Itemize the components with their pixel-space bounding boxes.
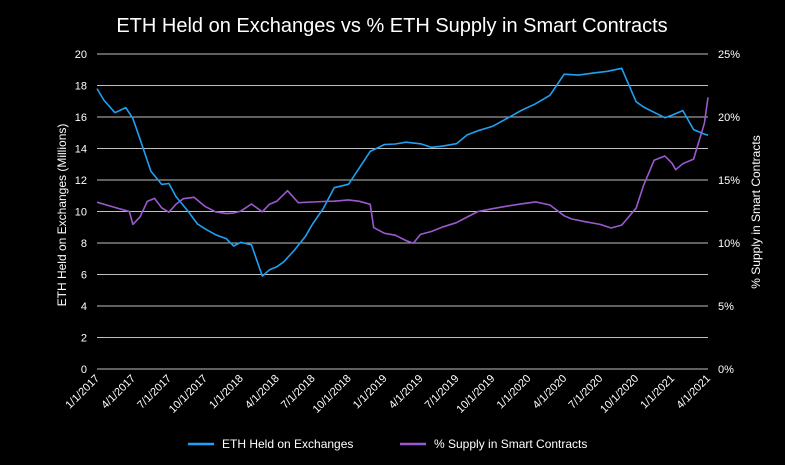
x-tick-label: 4/1/2021 — [674, 373, 713, 412]
right-tick-label: 5% — [718, 301, 734, 313]
left-axis-title: ETH Held on Exchanges (Millions) — [55, 124, 69, 307]
right-tick-label: 10% — [718, 238, 740, 250]
left-tick-label: 12 — [75, 175, 87, 187]
left-tick-label: 0 — [81, 364, 87, 376]
x-tick-label: 10/1/2018 — [311, 373, 354, 416]
x-tick-label: 10/1/2019 — [454, 373, 497, 416]
left-axis-ticks: 0 2 4 6 8 10 12 14 16 18 20 — [75, 49, 87, 376]
gridlines — [97, 53, 708, 370]
left-tick-label: 10 — [75, 207, 87, 219]
left-tick-label: 2 — [81, 333, 87, 345]
x-tick-label: 1/1/2018 — [207, 373, 246, 412]
legend-label-supply-smart-contracts: % Supply in Smart Contracts — [434, 437, 587, 451]
right-tick-label: 0% — [718, 364, 734, 376]
legend: ETH Held on Exchanges % Supply in Smart … — [188, 437, 587, 451]
x-tick-label: 1/1/2017 — [63, 373, 102, 412]
x-tick-label: 4/1/2019 — [387, 373, 426, 412]
series-layer — [96, 67, 709, 277]
x-tick-label: 4/1/2018 — [243, 373, 282, 412]
left-tick-label: 16 — [75, 112, 87, 124]
left-tick-label: 18 — [75, 81, 87, 93]
left-tick-label: 20 — [75, 49, 87, 61]
right-axis-ticks: 0% 5% 10% 15% 20% 25% — [718, 49, 740, 376]
right-tick-label: 15% — [718, 175, 740, 187]
right-axis-title: % Supply in Smart Contracts — [749, 135, 763, 288]
x-tick-label: 10/1/2020 — [598, 373, 641, 416]
left-tick-label: 6 — [81, 270, 87, 282]
left-tick-label: 4 — [81, 301, 87, 313]
series-line-1 — [96, 97, 709, 245]
x-tick-label: 4/1/2017 — [99, 373, 138, 412]
x-tick-label: 1/1/2021 — [638, 373, 677, 412]
right-tick-label: 25% — [718, 49, 740, 61]
x-tick-label: 10/1/2017 — [167, 373, 210, 416]
x-tick-label: 1/1/2019 — [351, 373, 390, 412]
series-line-0 — [96, 67, 709, 277]
left-tick-label: 14 — [75, 144, 87, 156]
right-tick-label: 20% — [718, 112, 740, 124]
legend-label-eth-held: ETH Held on Exchanges — [222, 437, 353, 451]
x-tick-label: 4/1/2020 — [531, 373, 570, 412]
left-tick-label: 8 — [81, 238, 87, 250]
chart-title: ETH Held on Exchanges vs % ETH Supply in… — [116, 15, 667, 37]
x-axis-ticks: 1/1/20174/1/20177/1/201710/1/20171/1/201… — [63, 373, 713, 416]
x-tick-label: 1/1/2020 — [495, 373, 534, 412]
